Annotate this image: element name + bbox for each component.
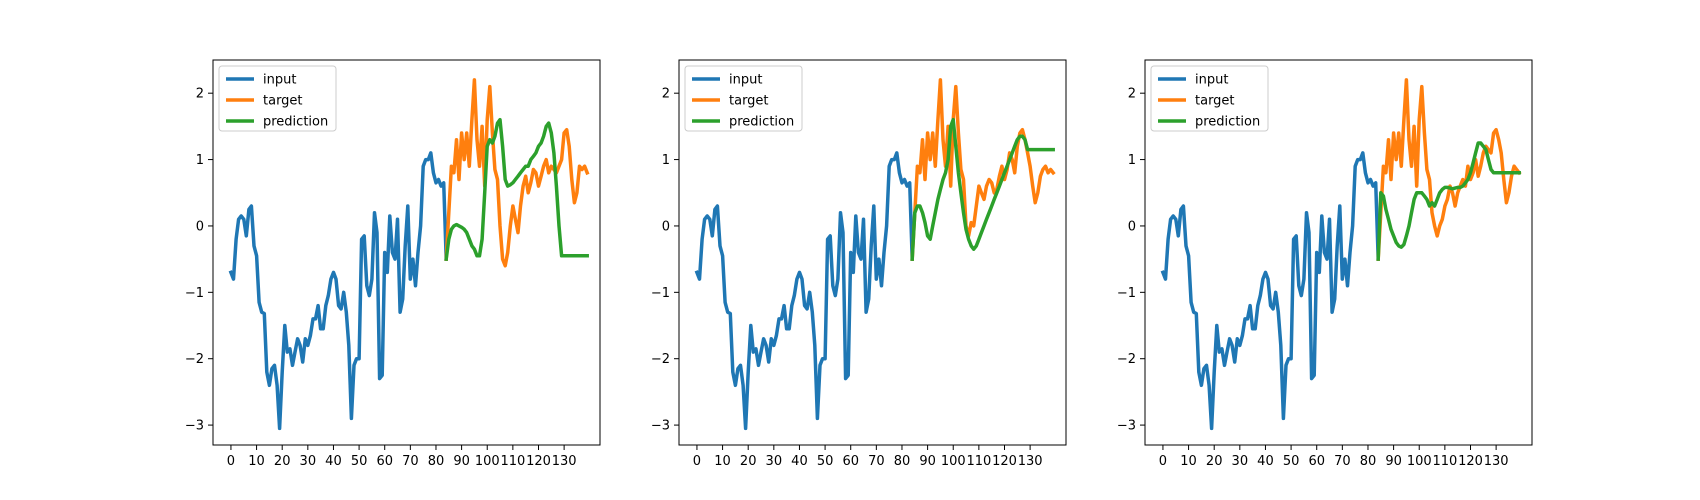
x-tick-label: 100: [941, 454, 966, 469]
x-tick-label: 50: [1283, 454, 1300, 469]
x-tick-label: 130: [1484, 454, 1509, 469]
y-tick-label: 1: [662, 153, 670, 168]
series-line-target: [1376, 78, 1522, 261]
legend-label: input: [263, 73, 296, 88]
legend-box: [684, 65, 803, 132]
x-tick-label: 10: [1180, 454, 1197, 469]
x-tick-label: 20: [1206, 454, 1223, 469]
series-line-prediction: [910, 117, 1055, 261]
legend-label: prediction: [1195, 115, 1260, 130]
x-tick-label: 90: [453, 454, 470, 469]
chart-panel-3: 0 10 20 30 40 50 60 70 80 90 100 110 120 130 −3 −2 −1 0 1 2…: [1117, 59, 1533, 469]
x-tick-label: 80: [428, 454, 445, 469]
y-tick-label: 0: [1128, 219, 1136, 234]
legend-label: prediction: [263, 115, 328, 130]
y-tick-label: 0: [662, 219, 670, 234]
x-tick-label: 70: [402, 454, 419, 469]
x-tick-label: 10: [714, 454, 731, 469]
x-tick-label: 70: [1334, 454, 1351, 469]
y-tick-label: −3: [651, 419, 670, 434]
y-tick-label: 2: [662, 87, 670, 102]
y-tick-label: −1: [651, 286, 670, 301]
x-tick-label: 60: [1308, 454, 1325, 469]
legend: input target prediction: [218, 65, 337, 132]
x-tick-label: 50: [817, 454, 834, 469]
y-tick-label: −2: [651, 352, 670, 367]
x-tick-label: 120: [1458, 454, 1483, 469]
x-tick-label: 70: [868, 454, 885, 469]
legend-box: [1150, 65, 1269, 132]
y-tick-label: −2: [185, 352, 204, 367]
y-tick-label: −1: [1117, 286, 1136, 301]
legend-box: [218, 65, 337, 132]
legend-label: input: [1195, 73, 1228, 88]
x-tick-label: 90: [1385, 454, 1402, 469]
y-tick-label: 0: [196, 219, 204, 234]
x-tick-label: 40: [791, 454, 808, 469]
series-line-input: [228, 151, 449, 431]
series-line-prediction: [444, 117, 589, 262]
legend: input target prediction: [684, 65, 803, 132]
x-tick-label: 120: [992, 454, 1017, 469]
legend-label: prediction: [729, 115, 794, 130]
y-tick-label: 2: [1128, 87, 1136, 102]
chart-panel-1: 0 10 20 30 40 50 60 70 80 90 100 110 120 130 −3 −2 −1 0 1 2…: [185, 59, 601, 469]
series-line-input: [694, 151, 915, 431]
chart-panel-2: 0 10 20 30 40 50 60 70 80 90 100 110 120 130 −3 −2 −1 0 1 2…: [651, 59, 1067, 469]
x-tick-label: 40: [325, 454, 342, 469]
y-tick-label: 1: [1128, 153, 1136, 168]
x-tick-label: 20: [740, 454, 757, 469]
x-tick-label: 100: [475, 454, 500, 469]
legend: input target prediction: [1150, 65, 1269, 132]
y-tick-label: 2: [196, 87, 204, 102]
x-tick-label: 120: [526, 454, 551, 469]
y-tick-label: −3: [1117, 419, 1136, 434]
x-tick-label: 60: [376, 454, 393, 469]
x-tick-label: 130: [1018, 454, 1043, 469]
legend-label: target: [729, 94, 769, 109]
x-tick-label: 40: [1257, 454, 1274, 469]
x-tick-label: 60: [842, 454, 859, 469]
x-tick-label: 0: [1159, 454, 1167, 469]
x-tick-label: 0: [227, 454, 235, 469]
x-tick-label: 30: [766, 454, 783, 469]
x-tick-label: 130: [552, 454, 577, 469]
legend-label: input: [729, 73, 762, 88]
x-tick-label: 110: [966, 454, 991, 469]
x-tick-label: 20: [274, 454, 291, 469]
x-tick-label: 100: [1407, 454, 1432, 469]
x-tick-label: 80: [894, 454, 911, 469]
y-tick-label: 1: [196, 153, 204, 168]
legend-label: target: [263, 94, 303, 109]
x-tick-label: 110: [1432, 454, 1457, 469]
y-tick-label: −2: [1117, 352, 1136, 367]
x-tick-label: 110: [500, 454, 525, 469]
series-line-target: [910, 78, 1056, 261]
x-tick-label: 10: [248, 454, 265, 469]
x-tick-label: 30: [1232, 454, 1249, 469]
series-line-input: [1160, 151, 1381, 431]
x-tick-label: 90: [919, 454, 936, 469]
x-tick-label: 30: [300, 454, 317, 469]
series-line-target: [444, 78, 590, 268]
y-tick-label: −1: [185, 286, 204, 301]
series-line-prediction: [1376, 141, 1521, 261]
legend-label: target: [1195, 94, 1235, 109]
x-tick-label: 0: [693, 454, 701, 469]
x-tick-label: 50: [351, 454, 368, 469]
y-tick-label: −3: [185, 419, 204, 434]
x-tick-label: 80: [1360, 454, 1377, 469]
